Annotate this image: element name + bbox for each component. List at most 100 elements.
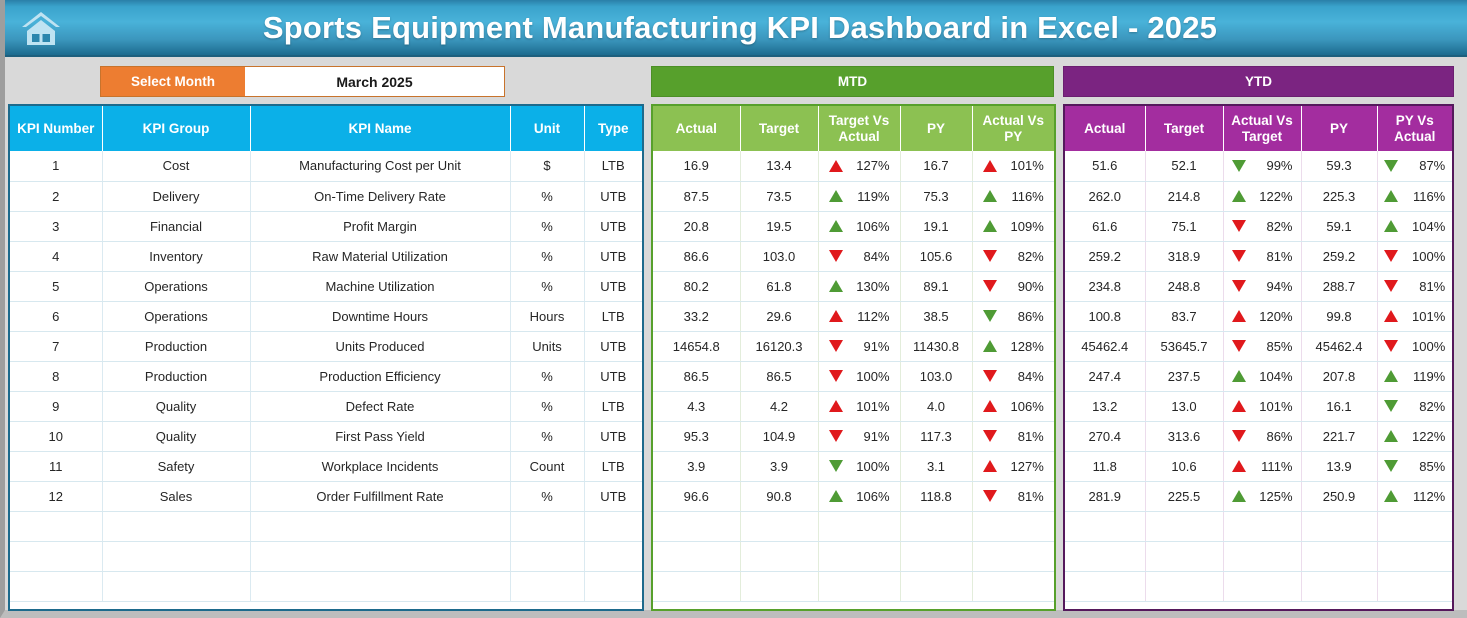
- cell-empty: [740, 511, 819, 542]
- percent-value: 116%: [1011, 188, 1044, 204]
- col-kpi-number[interactable]: KPI Number: [10, 106, 103, 151]
- cell-type: UTB: [584, 331, 642, 362]
- col-ytd-py-vs-actual[interactable]: PY Vs Actual: [1377, 106, 1452, 151]
- col-ytd-target[interactable]: Target: [1145, 106, 1224, 151]
- col-kpi-group[interactable]: KPI Group: [102, 106, 251, 151]
- table-row[interactable]: 86.6 103.0 84% 105.6 82%: [653, 241, 1054, 272]
- percent-value: 90%: [1017, 278, 1044, 294]
- table-row[interactable]: 2 Delivery On-Time Delivery Rate% UTB: [10, 181, 642, 212]
- cell-empty: [1377, 541, 1452, 572]
- cell-mtd-actual-vs-py: 86%: [972, 301, 1054, 332]
- table-row[interactable]: 45462.4 53645.7 85% 45462.4 100%: [1065, 331, 1452, 362]
- selected-month-value[interactable]: March 2025: [245, 67, 504, 96]
- table-row[interactable]: 87.5 73.5 119% 75.3 116%: [653, 181, 1054, 212]
- cell-empty: [900, 541, 973, 572]
- table-row[interactable]: 61.6 75.1 82% 59.1 104%: [1065, 211, 1452, 242]
- cell-kpi-name: Units Produced: [250, 331, 511, 362]
- cell-ytd-actual-vs-target: 99%: [1223, 151, 1302, 182]
- table-row[interactable]: 12 Sales Order Fulfillment Rate% UTB: [10, 481, 642, 512]
- table-row[interactable]: 86.5 86.5 100% 103.0 84%: [653, 361, 1054, 392]
- percent-value: 111%: [1261, 458, 1293, 474]
- table-row[interactable]: 14654.8 16120.3 91% 11430.8 128%: [653, 331, 1054, 362]
- table-row[interactable]: 234.8 248.8 94% 288.7 81%: [1065, 271, 1452, 302]
- table-row[interactable]: 262.0 214.8 122% 225.3 116%: [1065, 181, 1452, 212]
- cell-empty: [653, 541, 741, 572]
- cell-empty: [1223, 571, 1302, 602]
- col-ytd-actual[interactable]: Actual: [1065, 106, 1146, 151]
- table-row[interactable]: 9 Quality Defect Rate% LTB: [10, 391, 642, 422]
- cell-kpi-group: Safety: [102, 451, 251, 482]
- cell-ytd-py-vs-actual: 82%: [1377, 391, 1452, 422]
- month-selector[interactable]: Select Month March 2025: [100, 66, 505, 97]
- cell-empty: [10, 571, 103, 602]
- cell-ytd-actual: 259.2: [1065, 241, 1146, 272]
- table-row[interactable]: 8 Production Production Efficiency% UTB: [10, 361, 642, 392]
- table-row[interactable]: 281.9 225.5 125% 250.9 112%: [1065, 481, 1452, 512]
- cell-ytd-py: 207.8: [1301, 361, 1378, 392]
- table-row[interactable]: 6 Operations Downtime Hours Hours LTB: [10, 301, 642, 332]
- col-type[interactable]: Type: [584, 106, 642, 151]
- cell-mtd-target-vs-actual: 127%: [818, 151, 901, 182]
- cell-type: UTB: [584, 421, 642, 452]
- table-row[interactable]: 11.8 10.6 111% 13.9 85%: [1065, 451, 1452, 482]
- cell-ytd-actual-vs-target: 120%: [1223, 301, 1302, 332]
- page-title: Sports Equipment Manufacturing KPI Dashb…: [262, 9, 1218, 45]
- cell-kpi-group: Production: [102, 331, 251, 362]
- cell-unit: %: [510, 211, 585, 242]
- col-mtd-target[interactable]: Target: [740, 106, 819, 151]
- table-row[interactable]: 3 Financial Profit Margin% UTB: [10, 211, 642, 242]
- col-ytd-py[interactable]: PY: [1301, 106, 1378, 151]
- col-mtd-actual[interactable]: Actual: [653, 106, 741, 151]
- table-row[interactable]: 7 Production Units Produced Units UTB: [10, 331, 642, 362]
- table-row[interactable]: 95.3 104.9 91% 117.3 81%: [653, 421, 1054, 452]
- table-row[interactable]: 5 Operations Machine Utilization% UTB: [10, 271, 642, 302]
- cell-ytd-target: 13.0: [1145, 391, 1224, 422]
- cell-unit: Hours: [510, 301, 585, 332]
- cell-empty: [584, 571, 642, 602]
- table-row[interactable]: 11 Safety Workplace Incidents Count LTB: [10, 451, 642, 482]
- table-row[interactable]: 20.8 19.5 106% 19.1 109%: [653, 211, 1054, 242]
- cell-mtd-target-vs-actual: 84%: [818, 241, 901, 272]
- table-row[interactable]: 270.4 313.6 86% 221.7 122%: [1065, 421, 1452, 452]
- arrow-up-icon: [1384, 370, 1399, 382]
- table-row[interactable]: 51.6 52.1 99% 59.3 87%: [1065, 151, 1452, 182]
- col-mtd-py[interactable]: PY: [900, 106, 973, 151]
- cell-mtd-py: 105.6: [900, 241, 973, 272]
- home-icon[interactable]: [13, 5, 69, 51]
- col-kpi-name[interactable]: KPI Name: [250, 106, 511, 151]
- percent-value: 112%: [857, 308, 890, 324]
- arrow-down-icon: [982, 280, 997, 292]
- cell-mtd-py: 89.1: [900, 271, 973, 302]
- table-row[interactable]: 96.6 90.8 106% 118.8 81%: [653, 481, 1054, 512]
- table-row[interactable]: 4 Inventory Raw Material Utilization% UTB: [10, 241, 642, 272]
- arrow-down-icon: [828, 430, 843, 442]
- table-row[interactable]: 247.4 237.5 104% 207.8 119%: [1065, 361, 1452, 392]
- cell-kpi-name: Workplace Incidents: [250, 451, 511, 482]
- table-row[interactable]: 100.8 83.7 120% 99.8 101%: [1065, 301, 1452, 332]
- table-row[interactable]: 4.3 4.2 101% 4.0 106%: [653, 391, 1054, 422]
- cell-empty: [1223, 541, 1302, 572]
- col-unit[interactable]: Unit: [510, 106, 585, 151]
- arrow-down-icon: [1231, 159, 1246, 172]
- percent-value: 82%: [1419, 398, 1446, 414]
- cell-kpi-name: On-Time Delivery Rate: [250, 181, 511, 212]
- table-row[interactable]: 259.2 318.9 81% 259.2 100%: [1065, 241, 1452, 272]
- table-row[interactable]: 10 Quality First Pass Yield% UTB: [10, 421, 642, 452]
- table-row[interactable]: 3.9 3.9 100% 3.1 127%: [653, 451, 1054, 482]
- percent-value: 91%: [863, 338, 890, 354]
- table-row[interactable]: 16.9 13.4 127% 16.7 101%: [653, 151, 1054, 182]
- col-mtd-actual-vs-py[interactable]: Actual Vs PY: [972, 106, 1054, 151]
- col-mtd-target-vs-actual[interactable]: Target Vs Actual: [818, 106, 901, 151]
- table-row[interactable]: 1 Cost Manufacturing Cost per Unit $ LTB: [10, 151, 642, 182]
- cell-kpi-name: Production Efficiency: [250, 361, 511, 392]
- table-row[interactable]: 33.2 29.6 112% 38.5 86%: [653, 301, 1054, 332]
- arrow-up-icon: [1231, 310, 1246, 322]
- arrow-down-icon: [1231, 220, 1246, 232]
- select-month-label: Select Month: [101, 67, 245, 96]
- table-row-empty: [1065, 511, 1452, 542]
- table-row[interactable]: 13.2 13.0 101% 16.1 82%: [1065, 391, 1452, 422]
- col-ytd-actual-vs-target[interactable]: Actual Vs Target: [1223, 106, 1302, 151]
- cell-ytd-actual-vs-target: 111%: [1223, 451, 1302, 482]
- cell-empty: [818, 511, 901, 542]
- table-row[interactable]: 80.2 61.8 130% 89.1 90%: [653, 271, 1054, 302]
